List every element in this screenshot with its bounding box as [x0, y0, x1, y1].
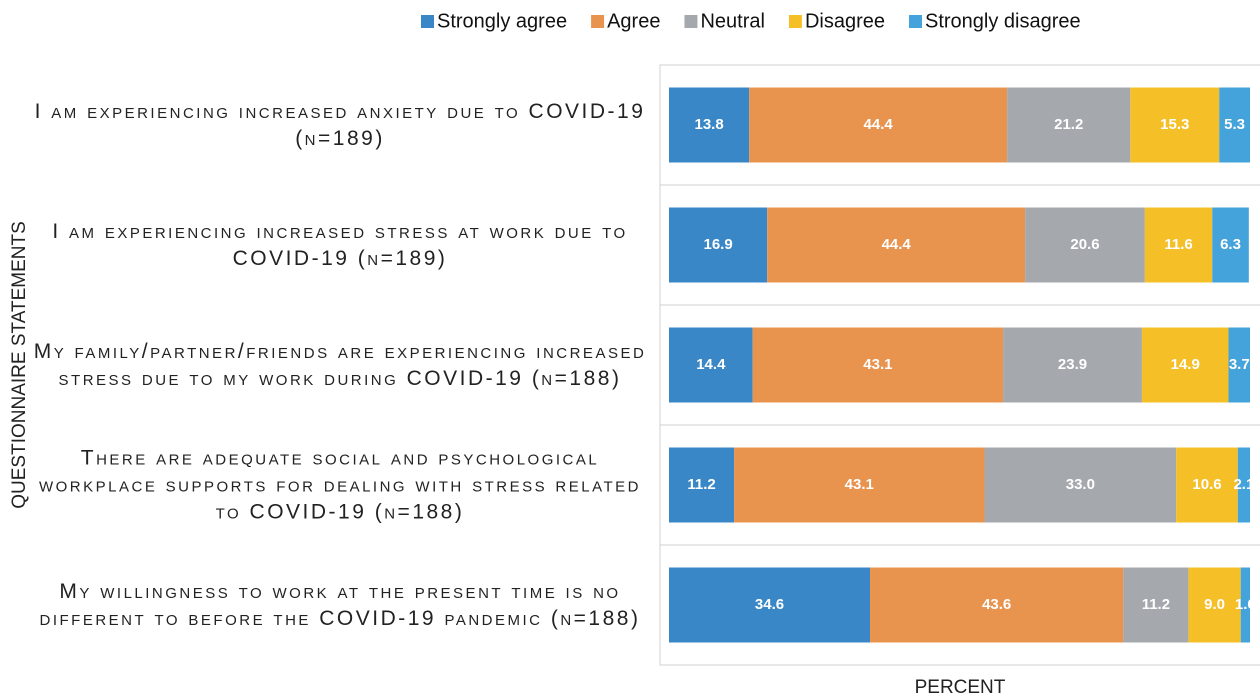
data-label: 9.0 [1204, 596, 1225, 613]
category-label: My willingness to work at the present ti… [39, 580, 641, 630]
legend-label: Strongly agree [437, 10, 567, 32]
bar-segment [1240, 567, 1250, 643]
bar-segment [870, 567, 1124, 643]
data-label: 43.1 [845, 476, 874, 493]
bar-segment [1144, 207, 1213, 283]
bar-segment [1219, 87, 1250, 163]
bar-segment [669, 447, 735, 523]
data-label: 15.3 [1160, 116, 1189, 133]
legend-label: Neutral [700, 10, 764, 32]
legend-swatch [908, 15, 922, 28]
data-label: 10.6 [1192, 476, 1221, 493]
data-label: 11.6 [1164, 236, 1192, 253]
data-label: 20.6 [1070, 236, 1099, 253]
bar-segment [1212, 207, 1249, 283]
bar-segment [752, 327, 1004, 403]
x-axis-title: PERCENT [915, 677, 1006, 698]
bar-segment [1007, 87, 1131, 163]
data-label: 14.4 [696, 356, 726, 373]
plot-frame [659, 64, 1260, 666]
data-label: 34.6 [755, 596, 784, 613]
bar-segment [749, 87, 1008, 163]
bar-segment [669, 327, 753, 403]
data-label: 14.9 [1171, 356, 1200, 373]
data-label: 3.7 [1229, 356, 1250, 373]
bar-segment [669, 87, 750, 163]
category-label: I am experiencing increased anxiety due … [34, 100, 646, 150]
legend-swatch [788, 15, 802, 28]
legend-swatch [591, 15, 605, 28]
data-label: 21.2 [1054, 116, 1083, 133]
bar-segment [767, 207, 1026, 283]
data-label: 1.6 [1235, 596, 1256, 613]
data-label: 16.9 [703, 236, 732, 253]
bar-segment [1237, 447, 1250, 523]
data-label: 2.1 [1233, 476, 1254, 493]
legend-swatch [684, 15, 698, 28]
bar-segment [1188, 567, 1241, 643]
data-label: 11.2 [687, 476, 715, 493]
y-axis-title: QUESTIONNAIRE STATEMENTS [9, 221, 30, 509]
bar-segment [1123, 567, 1189, 643]
data-label: 5.3 [1224, 116, 1245, 133]
bar-segment [984, 447, 1177, 523]
bar-segment [1025, 207, 1145, 283]
bar-segment [669, 567, 871, 643]
bar-segment [1003, 327, 1142, 403]
legend-label: Agree [607, 10, 660, 32]
data-label: 44.4 [864, 116, 894, 133]
category-label: There are adequate social and psychologi… [38, 446, 642, 524]
bar-segment [1141, 327, 1229, 403]
data-label: 11.2 [1142, 596, 1170, 613]
bar-segment [1176, 447, 1238, 523]
bar-segment [734, 447, 985, 523]
legend-label: Disagree [805, 10, 885, 32]
data-label: 43.6 [982, 596, 1011, 613]
data-label: 43.1 [863, 356, 892, 373]
data-label: 13.8 [694, 116, 723, 133]
legend-label: Strongly disagree [925, 10, 1081, 32]
category-label: My family/partner/friends are experienci… [33, 340, 647, 390]
bar-segment [1130, 87, 1220, 163]
legend-swatch [421, 15, 434, 28]
data-label: 44.4 [882, 236, 912, 253]
bar-segment [1228, 327, 1250, 403]
data-label: 23.9 [1058, 356, 1087, 373]
bar-segment [669, 207, 768, 283]
data-label: 6.3 [1220, 236, 1241, 253]
data-label: 33.0 [1066, 476, 1095, 493]
category-label: I am experiencing increased stress at wo… [52, 220, 628, 270]
